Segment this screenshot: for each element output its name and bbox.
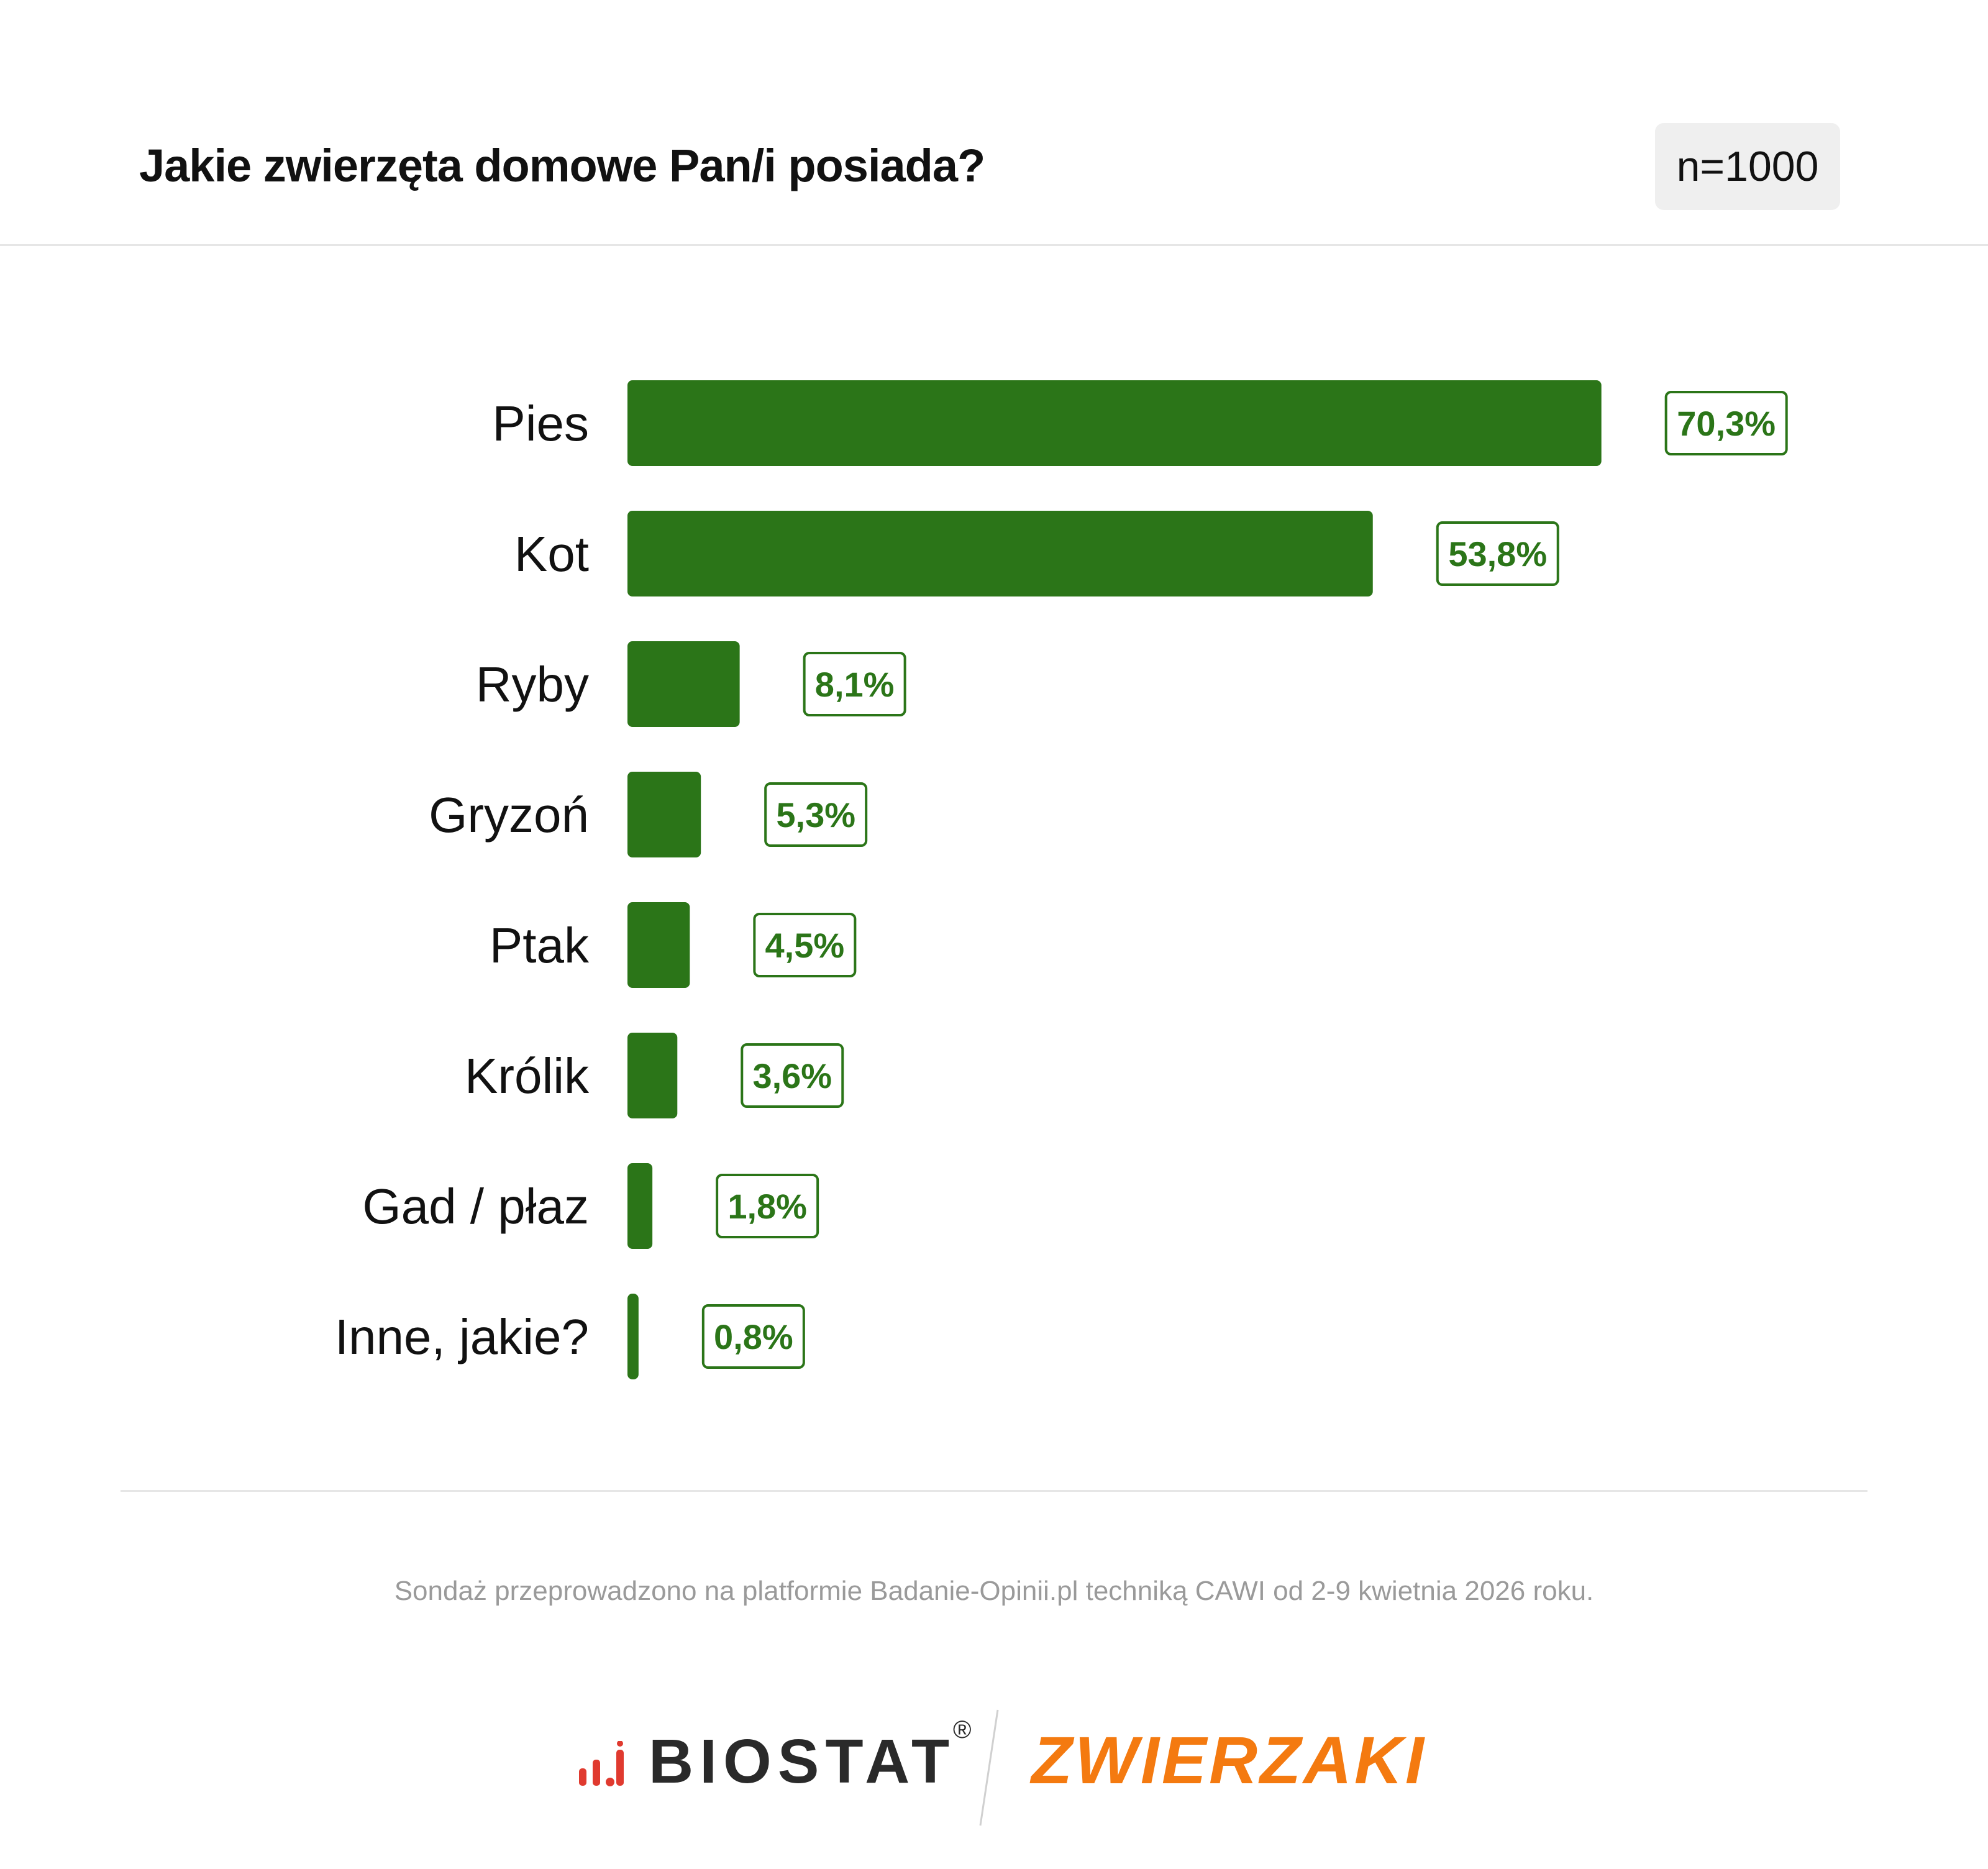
value-label: 8,1% xyxy=(815,665,895,704)
category-label: Królik xyxy=(465,1048,590,1104)
value-label: 4,5% xyxy=(765,926,845,965)
category-label: Ryby xyxy=(476,657,589,712)
biostat-logo: BIOSTAT xyxy=(649,1727,956,1796)
value-label-box xyxy=(716,1174,819,1238)
bar xyxy=(627,1294,639,1379)
footer-divider xyxy=(121,1490,1867,1492)
value-label-box xyxy=(1436,521,1559,586)
value-label: 3,6% xyxy=(752,1056,832,1095)
value-label: 0,8% xyxy=(714,1317,793,1356)
category-label: Ptak xyxy=(490,918,590,973)
bar-signal-icon xyxy=(579,1741,624,1786)
bar xyxy=(627,641,740,727)
methodology-note: Sondaż przeprowadzono na platformie Bada… xyxy=(394,1576,1594,1606)
logos-row: BIOSTAT ® ZWIERZAKI xyxy=(0,1702,1988,1827)
header: Jakie zwierzęta domowe Pan/i posiada? n=… xyxy=(0,0,1988,246)
value-label-box xyxy=(1664,391,1788,455)
value-label: 53,8% xyxy=(1448,534,1547,573)
bar xyxy=(627,902,690,988)
category-label: Gad / płaz xyxy=(362,1179,589,1234)
bar xyxy=(627,511,1373,596)
category-label: Inne, jakie? xyxy=(335,1309,589,1364)
logo-divider xyxy=(979,1709,999,1826)
category-label: Pies xyxy=(492,396,589,451)
value-label-box xyxy=(741,1043,844,1108)
value-label-box xyxy=(753,913,857,977)
value-label-box xyxy=(764,782,868,847)
bar xyxy=(627,772,701,857)
category-label: Gryzoń xyxy=(429,787,589,843)
sample-size-badge: n=1000 xyxy=(1655,123,1840,210)
value-label: 70,3% xyxy=(1677,404,1776,443)
bar-chart: Pies 70,3% Kot 53,8% Ryby 8,1% Gryzoń 5,3% Ptak 4… xyxy=(335,380,1788,1379)
bar xyxy=(627,1033,678,1118)
bar xyxy=(627,380,1602,466)
bar xyxy=(627,1163,653,1249)
value-label: 5,3% xyxy=(776,795,855,834)
registered-mark: ® xyxy=(953,1716,972,1743)
value-label-box xyxy=(701,1304,805,1369)
value-label-box xyxy=(803,652,906,716)
chart-title: Jakie zwierzęta domowe Pan/i posiada? xyxy=(139,140,985,191)
value-label: 1,8% xyxy=(727,1187,807,1226)
category-label: Kot xyxy=(514,526,589,582)
zwierzaki-logo: ZWIERZAKI xyxy=(1031,1722,1426,1798)
